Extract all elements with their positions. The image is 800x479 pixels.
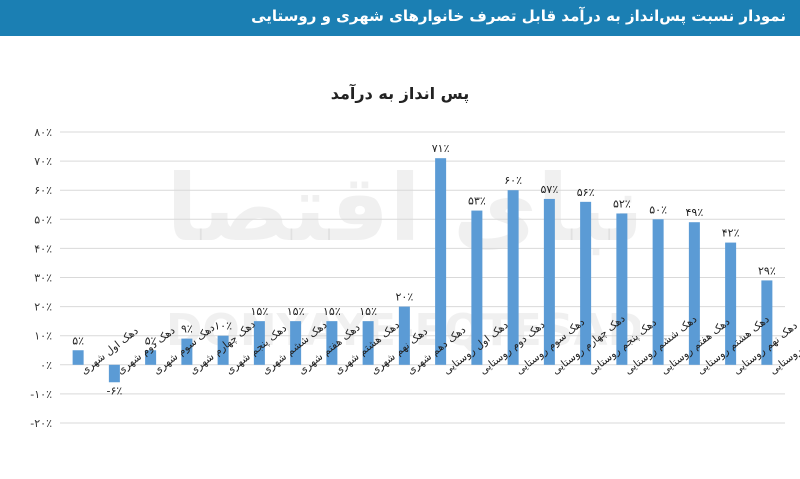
grid-lines [60, 131, 785, 424]
bar [108, 364, 120, 383]
data-label: ۲۹٪ [758, 264, 776, 277]
bar [725, 242, 737, 365]
bar [616, 213, 628, 365]
y-tick-label: ۱۰٪ [34, 330, 52, 343]
bar [688, 222, 700, 365]
bar [181, 338, 193, 365]
data-label: -۶٪ [106, 384, 122, 397]
bar-chart: پس انداز به درآمد -۲۰٪ -۱۰٪ ۰٪ ۱۰٪ ۲۰٪ ۳۰٪ ۴۰٪… [30, 83, 800, 430]
y-tick-label: ۵۰٪ [34, 213, 52, 226]
bar [507, 190, 519, 365]
data-label: ۵٪ [72, 334, 84, 347]
data-label: ۱۵٪ [323, 305, 341, 318]
y-tick-label: -۲۰٪ [30, 417, 52, 430]
bars [72, 158, 773, 383]
bar [145, 350, 157, 365]
data-label: ۹٪ [181, 323, 193, 336]
data-label: ۱۰٪ [214, 320, 232, 333]
bar [362, 321, 374, 365]
bar [326, 321, 338, 365]
y-tick-label: ۷۰٪ [34, 155, 52, 168]
y-axis-ticks: -۲۰٪ -۱۰٪ ۰٪ ۱۰٪ ۲۰٪ ۳۰٪ ۴۰٪ ۵۰٪ ۶۰٪ ۷۰٪ ۸۰٪ [30, 126, 52, 430]
data-label: ۶۰٪ [504, 174, 522, 187]
page-title: نمودار نسبت پس‌انداز به درآمد قابل تصرف … [251, 7, 786, 25]
bar [761, 280, 773, 365]
bar [471, 210, 483, 365]
y-tick-label: ۶۰٪ [34, 184, 52, 197]
bar [72, 350, 84, 365]
header-bar: نمودار نسبت پس‌انداز به درآمد قابل تصرف … [0, 0, 800, 36]
data-label: ۴۲٪ [722, 227, 740, 240]
bar [543, 198, 555, 365]
bar [253, 321, 265, 365]
bar [580, 201, 592, 365]
data-label: ۵٪ [145, 334, 157, 347]
data-label: ۴۹٪ [686, 206, 704, 219]
data-label: ۵۳٪ [468, 195, 486, 208]
data-label: ۵۶٪ [577, 186, 595, 199]
bar [435, 158, 447, 365]
data-label: ۵۰٪ [649, 203, 667, 216]
y-tick-label: ۰٪ [40, 359, 52, 372]
bar [398, 306, 410, 365]
chart-title: پس انداز به درآمد [331, 83, 470, 104]
bar [652, 219, 664, 365]
data-label: ۱۵٪ [359, 305, 377, 318]
y-tick-label: ۸۰٪ [34, 126, 52, 139]
y-tick-label: ۴۰٪ [34, 242, 52, 255]
data-label: ۷۱٪ [432, 142, 450, 155]
y-tick-label: ۳۰٪ [34, 272, 52, 285]
data-label: ۱۵٪ [287, 305, 305, 318]
y-tick-label: -۱۰٪ [30, 388, 52, 401]
data-label: ۲۰٪ [396, 291, 414, 304]
data-labels: ۵٪ -۶٪ ۵٪ ۹٪ ۱۰٪ ۱۵٪ ۱۵٪ ۱۵٪ ۱۵٪ ۲۰٪ ۷۱٪ ۵۳٪ ۶۰٪ ۵۷٪ ۵… [72, 142, 776, 397]
y-tick-label: ۲۰٪ [34, 301, 52, 314]
bar [217, 335, 229, 365]
data-label: ۵۲٪ [613, 197, 631, 210]
bar [290, 321, 302, 365]
data-label: ۱۵٪ [251, 305, 269, 318]
data-label: ۵۷٪ [541, 183, 559, 196]
